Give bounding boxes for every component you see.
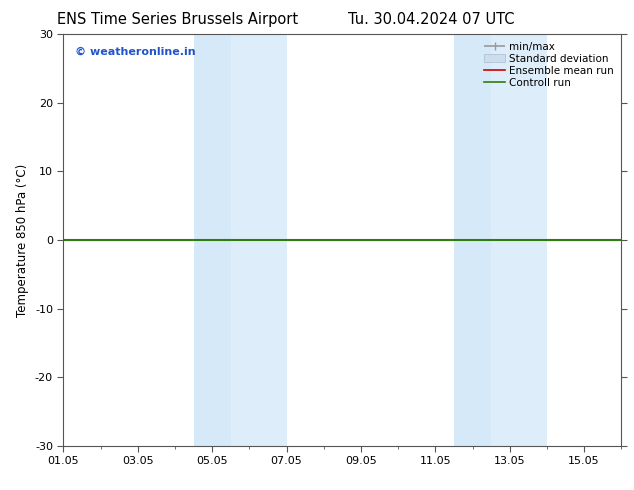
Text: Tu. 30.04.2024 07 UTC: Tu. 30.04.2024 07 UTC	[348, 12, 514, 27]
Bar	[193, 34, 231, 446]
Bar	[491, 34, 547, 446]
Legend: min/max, Standard deviation, Ensemble mean run, Controll run: min/max, Standard deviation, Ensemble me…	[480, 37, 618, 92]
Bar	[231, 34, 287, 446]
Bar	[454, 34, 491, 446]
Y-axis label: Temperature 850 hPa (°C): Temperature 850 hPa (°C)	[16, 164, 29, 317]
Text: © weatheronline.in: © weatheronline.in	[75, 47, 195, 57]
Text: ENS Time Series Brussels Airport: ENS Time Series Brussels Airport	[57, 12, 298, 27]
